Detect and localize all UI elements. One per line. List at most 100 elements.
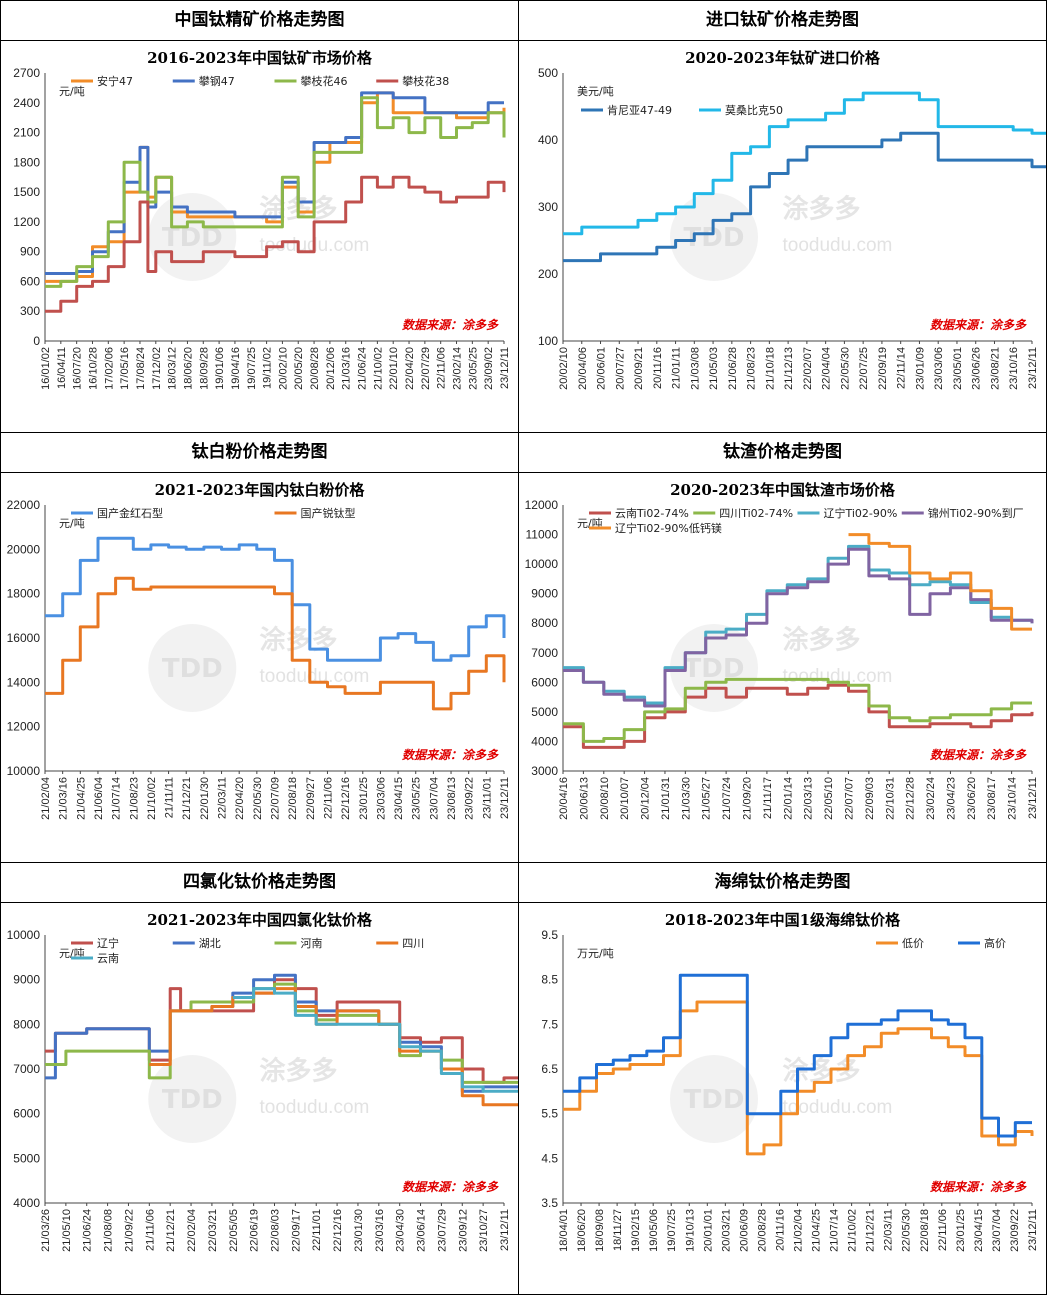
x-tick-label: 21/06/24: [357, 347, 369, 390]
x-tick-label: 21/07/14: [111, 777, 123, 820]
x-tick-label: 19/11/02: [262, 347, 274, 389]
chart-imported-titanium-ore: TDD涂多多toodudu.com2020-2023年钛矿进口价格1002003…: [538, 49, 1046, 390]
x-tick-label: 16/01/02: [40, 347, 52, 390]
x-tick-label: 23/01/09: [914, 347, 926, 390]
legend-label: 国产金红石型: [97, 506, 163, 520]
y-unit-label: 元/吨: [59, 85, 85, 98]
x-tick-label: 22/04/04: [821, 347, 833, 390]
y-tick-label: 4000: [13, 1196, 40, 1210]
x-tick-label: 22/08/18: [919, 1209, 931, 1252]
x-tick-label: 22/05/30: [252, 777, 264, 820]
y-tick-label: 12000: [7, 720, 41, 734]
series-line-4: [232, 987, 518, 1093]
legend-label: 低价: [902, 937, 924, 950]
y-tick-label: 4000: [531, 734, 558, 748]
panel-titanium-slag: 钛渣价格走势图 TDD 涂多多 toodudu.com 2020-2023年中国钛渣市…: [518, 432, 1047, 863]
legend-label: 辽宁: [97, 936, 119, 950]
y-tick-label: 100: [538, 334, 558, 348]
x-tick-label: 21/08/23: [128, 777, 140, 820]
x-tick-label: 20/03/21: [720, 1209, 732, 1252]
panel-imported-titanium-ore: 进口钛矿价格走势图 TDD 涂多多 toodudu.com 2020-2023年钛矿进…: [518, 0, 1047, 433]
x-tick-label: 22/09/27: [305, 777, 317, 820]
panel-titanium-sponge: 海绵钛价格走势图 TDD 涂多多 toodudu.com 2018-2023年中国1级…: [518, 862, 1047, 1295]
watermark-brand: 涂多多: [260, 1055, 338, 1086]
source-label: 数据来源：涂多多: [402, 1180, 499, 1194]
y-tick-label: 8.5: [541, 973, 558, 987]
watermark-logo-text: TDD: [684, 1085, 745, 1115]
x-tick-label: 21/03/16: [341, 347, 353, 390]
legend-label: 高价: [984, 936, 1006, 950]
x-tick-label: 23/03/06: [375, 777, 387, 820]
x-tick-label: 23/08/17: [986, 777, 998, 820]
x-tick-label: 19/04/16: [230, 347, 242, 390]
x-tick-label: 16/10/28: [87, 347, 99, 390]
chart-titanium-concentrate: TDD涂多多toodudu.com2016-2023年中国钛矿市场价格03006…: [13, 49, 511, 390]
x-tick-label: 21/03/08: [689, 347, 701, 390]
watermark-logo-text: TDD: [162, 654, 223, 684]
x-tick-label: 22/05/10: [823, 777, 835, 820]
y-tick-label: 500: [538, 66, 558, 80]
x-tick-label: 22/11/06: [937, 1209, 949, 1251]
series-line-1: [45, 91, 504, 275]
x-tick-label: 19/02/15: [630, 1209, 642, 1252]
chart-title: 2021-2023年中国四氯化钛价格: [147, 911, 373, 929]
x-tick-label: 20/08/28: [756, 1209, 768, 1252]
x-tick-label: 18/06/20: [576, 1209, 588, 1252]
y-unit-label: 万元/吨: [577, 947, 614, 960]
legend-label: 云南: [97, 952, 119, 965]
x-tick-label: 22/08/03: [270, 1209, 282, 1252]
x-tick-label: 23/12/11: [499, 777, 511, 819]
x-tick-label: 23/07/29: [436, 1209, 448, 1252]
y-tick-label: 200: [538, 267, 558, 281]
legend-label: 莫桑比克50: [725, 104, 783, 117]
x-tick-label: 19/07/25: [666, 1209, 678, 1252]
watermark-logo: [669, 1055, 758, 1143]
x-tick-label: 20/05/20: [293, 347, 305, 390]
y-tick-label: 1800: [13, 155, 40, 169]
x-tick-label: 22/01/14: [782, 777, 794, 820]
x-tick-label: 21/03/16: [58, 777, 70, 820]
x-tick-label: 23/07/04: [428, 777, 440, 820]
series-line-0: [45, 536, 506, 662]
x-tick-label: 20/11/16: [652, 347, 664, 389]
x-tick-label: 22/12/16: [332, 1209, 344, 1252]
x-tick-label: 22/03/13: [803, 777, 815, 820]
x-tick-label: 19/10/13: [684, 1209, 696, 1252]
x-tick-label: 21/06/24: [82, 1209, 94, 1252]
y-tick-label: 20000: [7, 542, 41, 556]
x-tick-label: 21/02/04: [40, 777, 52, 820]
y-tick-label: 18000: [7, 587, 41, 601]
y-tick-label: 300: [20, 304, 40, 318]
x-tick-label: 22/11/06: [436, 347, 448, 389]
x-tick-label: 20/11/16: [774, 1209, 786, 1251]
series-line-2: [45, 96, 506, 288]
y-tick-label: 10000: [7, 764, 41, 778]
x-tick-label: 23/09/22: [464, 777, 476, 820]
x-tick-label: 22/07/29: [420, 347, 432, 390]
x-tick-label: 22/12/16: [340, 777, 352, 820]
x-tick-label: 19/05/06: [648, 1209, 660, 1252]
series-line-0: [563, 683, 1034, 749]
x-tick-label: 22/10/31: [884, 777, 896, 820]
x-tick-label: 23/10/14: [1007, 777, 1019, 820]
y-tick-label: 7000: [13, 1062, 40, 1076]
x-tick-label: 23/09/12: [457, 1209, 469, 1252]
legend-label: 国产锐钛型: [301, 506, 356, 520]
x-tick-label: 21/03/30: [680, 777, 692, 820]
x-tick-label: 21/04/25: [75, 777, 87, 820]
y-unit-label: 元/吨: [59, 517, 85, 530]
watermark-url: toodudu.com: [260, 1097, 370, 1118]
x-tick-label: 17/12/02: [151, 347, 163, 390]
y-tick-label: 9000: [13, 973, 40, 987]
y-tick-label: 10000: [525, 557, 559, 571]
x-tick-label: 23/08/13: [446, 777, 458, 820]
x-tick-label: 20/02/10: [277, 347, 289, 390]
x-tick-label: 19/01/06: [214, 347, 226, 390]
y-tick-label: 8000: [531, 616, 558, 630]
x-tick-label: 21/10/02: [372, 347, 384, 390]
chart-title: 2018-2023年中国1级海绵钛价格: [665, 911, 901, 929]
series-line-1: [563, 91, 1046, 236]
y-tick-label: 600: [20, 274, 40, 288]
series-line-0: [563, 131, 1046, 263]
x-tick-label: 22/12/28: [905, 777, 917, 820]
